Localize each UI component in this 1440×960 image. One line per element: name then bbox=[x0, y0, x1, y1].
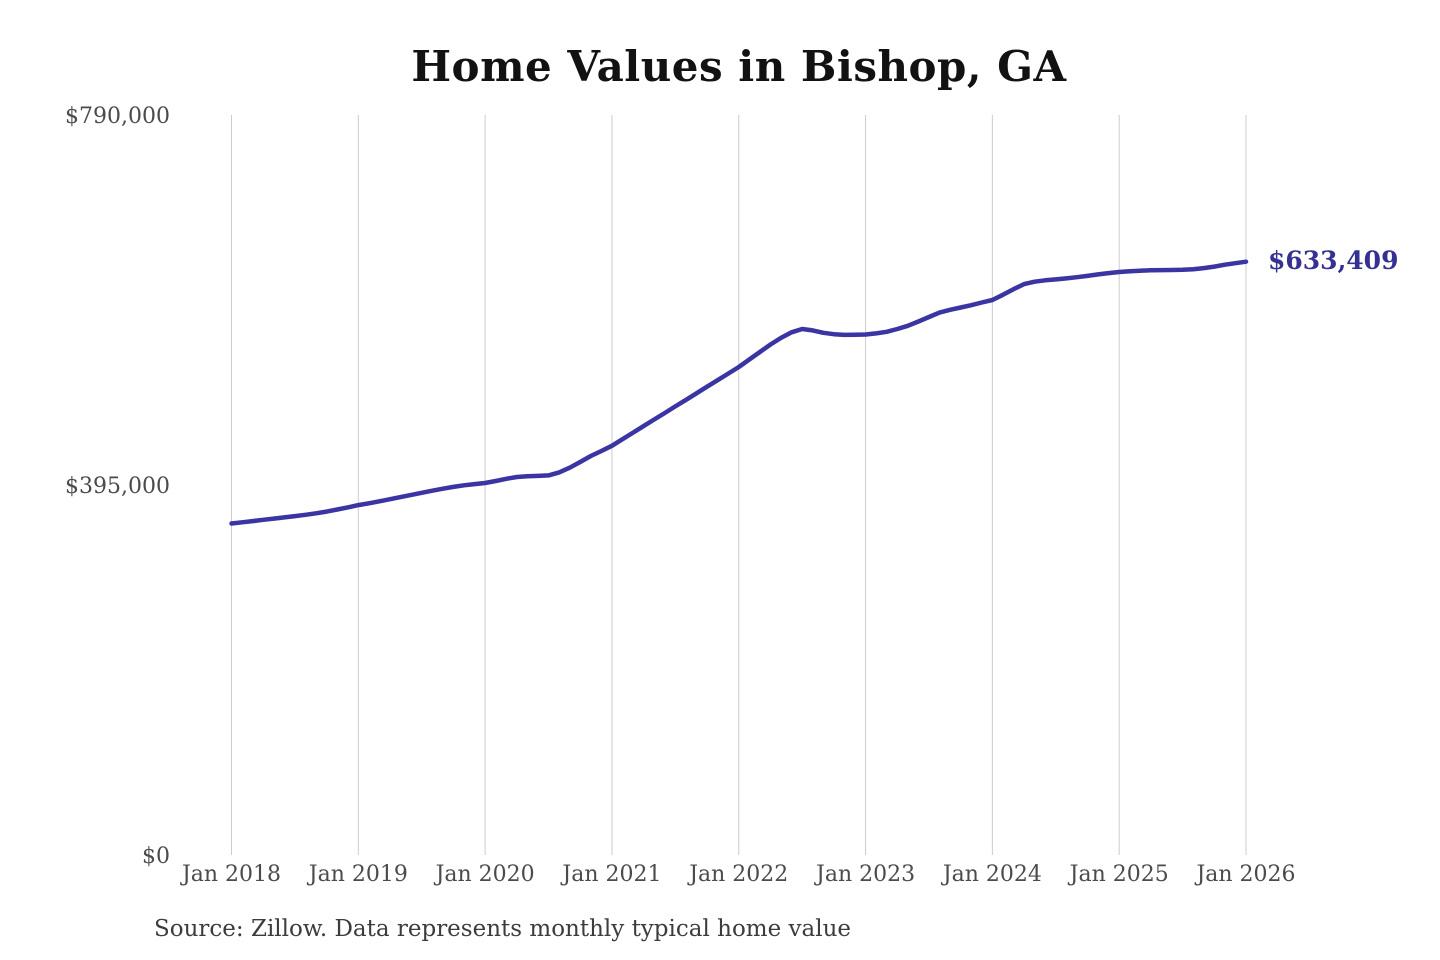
latest-value-label: $633,409 bbox=[1268, 245, 1399, 275]
x-tick-label: Jan 2022 bbox=[687, 862, 788, 887]
chart-title: Home Values in Bishop, GA bbox=[411, 42, 1067, 91]
x-tick-label: Jan 2018 bbox=[180, 862, 281, 887]
x-tick-label: Jan 2021 bbox=[560, 862, 661, 887]
x-tick-label: Jan 2023 bbox=[814, 862, 915, 887]
x-tick-label: Jan 2019 bbox=[307, 862, 408, 887]
y-tick-label: $0 bbox=[142, 844, 170, 869]
source-note: Source: Zillow. Data represents monthly … bbox=[154, 916, 852, 942]
home-value-line bbox=[229, 259, 1249, 526]
x-tick-label: Jan 2025 bbox=[1068, 862, 1169, 887]
y-tick-label: $395,000 bbox=[65, 474, 170, 499]
x-tick-label: Jan 2026 bbox=[1194, 862, 1295, 887]
x-tick-label: Jan 2020 bbox=[434, 862, 535, 887]
y-tick-label: $790,000 bbox=[65, 104, 170, 129]
x-tick-label: Jan 2024 bbox=[941, 862, 1042, 887]
